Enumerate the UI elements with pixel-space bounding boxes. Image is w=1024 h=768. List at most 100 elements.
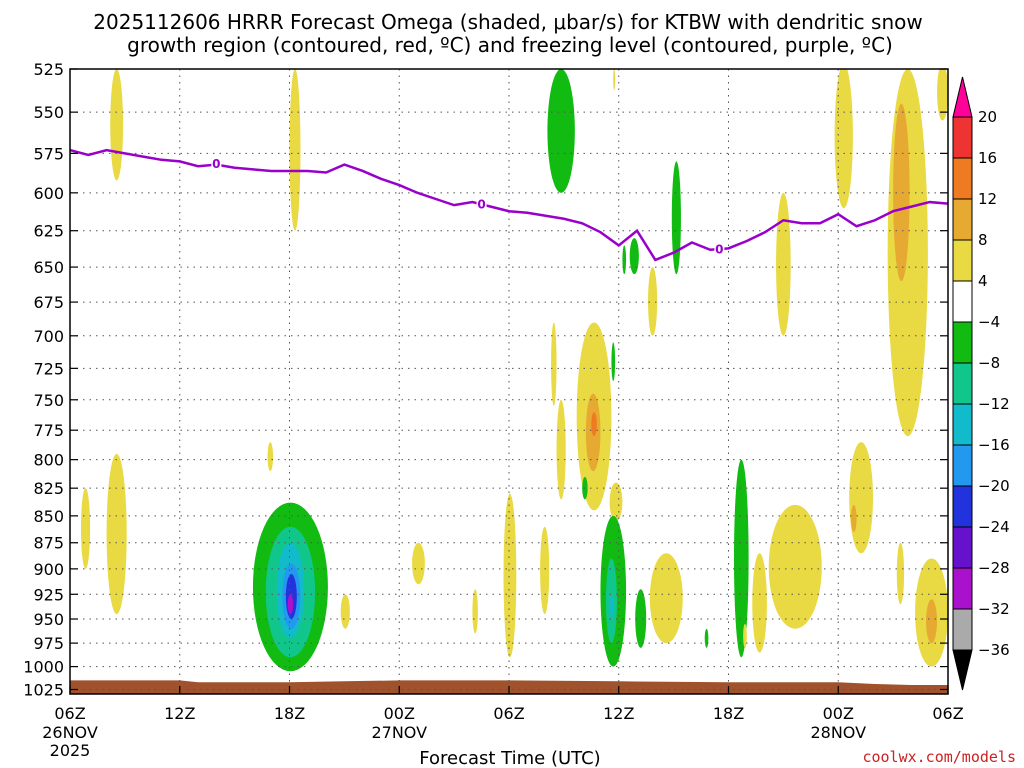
- y-tick-label: 550: [33, 103, 64, 122]
- freezing-level-label-bg: [714, 240, 725, 256]
- y-tick-label: 950: [33, 610, 64, 629]
- y-tick-label: 700: [33, 327, 64, 346]
- omega-region-14: [556, 399, 566, 500]
- x-axis-title: Forecast Time (UTC): [419, 748, 600, 768]
- colorbar-cap-bottom: [952, 649, 973, 691]
- colorbar-label: −32: [978, 600, 1010, 618]
- y-tick-label: 925: [33, 585, 64, 604]
- omega-region-31: [851, 504, 857, 533]
- y-tick-label: 600: [33, 184, 64, 203]
- colorbar-label: 4: [978, 272, 988, 290]
- y-tick-label: 575: [33, 144, 64, 163]
- x-tick-label: 12Z: [603, 704, 634, 723]
- omega-region-5: [893, 103, 910, 282]
- omega-region-1: [289, 69, 301, 231]
- y-tick-label: 725: [33, 359, 64, 378]
- omega-region-12: [622, 245, 627, 275]
- y-tick-label: 800: [33, 451, 64, 470]
- omega-region-8: [776, 192, 791, 336]
- omega-region-11: [671, 161, 681, 275]
- omega-region-44: [340, 594, 350, 629]
- omega-region-25: [635, 589, 647, 648]
- freezing-level-label-1: 0: [476, 195, 487, 212]
- x-tick-label: 06Z: [493, 704, 524, 723]
- colorbar-label: −36: [978, 641, 1010, 659]
- x-tick-date: 26NOV: [42, 723, 98, 742]
- omega-region-0: [110, 69, 124, 181]
- omega-region-3: [613, 69, 616, 90]
- omega-region-29: [768, 504, 822, 629]
- y-tick-label: 750: [33, 391, 64, 410]
- x-tick-date: 27NOV: [371, 723, 427, 742]
- omega-region-36: [106, 453, 127, 615]
- omega-region-17: [591, 412, 597, 437]
- x-tick-label: 06Z: [54, 704, 85, 723]
- colorbar-cap-top: [952, 76, 973, 118]
- omega-region-37: [267, 442, 274, 472]
- omega-region-43: [287, 594, 294, 615]
- omega-region-47: [503, 493, 517, 658]
- y-tick-label: 825: [33, 479, 64, 498]
- omega-region-24: [609, 594, 614, 620]
- y-tick-label: 625: [33, 222, 64, 241]
- omega-shading: [80, 69, 948, 672]
- y-tick-label: 650: [33, 258, 64, 277]
- omega-region-6: [834, 69, 853, 209]
- omega-region-27: [733, 459, 749, 658]
- y-tick-label: 975: [33, 634, 64, 653]
- colorbar-label: −8: [978, 354, 1000, 372]
- colorbar-label: −4: [978, 313, 1000, 331]
- y-tick-label: 525: [33, 60, 64, 79]
- colorbar-label: 8: [978, 231, 988, 249]
- colorbar-label: −24: [978, 518, 1010, 536]
- colorbar-segment: [952, 280, 973, 323]
- colorbar-label: 16: [978, 149, 997, 167]
- colorbar-segment: [952, 157, 973, 200]
- omega-region-28: [752, 553, 767, 653]
- freezing-level-contour: 0 0 0: [70, 148, 948, 262]
- omega-region-9: [629, 238, 639, 275]
- colorbar-segment: [952, 403, 973, 446]
- colorbar-segment: [952, 321, 973, 364]
- x-tick-label: 18Z: [713, 704, 744, 723]
- omega-region-2: [547, 69, 575, 193]
- colorbar-segment: [952, 526, 973, 569]
- colorbar-label: 12: [978, 190, 997, 208]
- colorbar-label: −12: [978, 395, 1010, 413]
- colorbar-segment: [952, 567, 973, 610]
- freezing-level-label-bg: [211, 154, 222, 170]
- colorbar-segment: [952, 362, 973, 405]
- omega-region-35: [80, 488, 91, 569]
- colorbar-segment: [952, 116, 973, 159]
- y-axis: 525 550 575 600 625 650 675 700 725 750 775 800 825 8…: [23, 60, 948, 699]
- colorbar-label: 20: [978, 108, 997, 126]
- chart-title-line1: 2025112606 HRRR Forecast Omega (shaded, …: [93, 10, 922, 34]
- y-tick-label: 850: [33, 507, 64, 526]
- colorbar-segment: [952, 239, 973, 282]
- x-tick-label: 18Z: [274, 704, 305, 723]
- colorbar-segment: [952, 444, 973, 487]
- x-tick-date: 28NOV: [810, 723, 866, 742]
- omega-region-4: [887, 69, 928, 437]
- chart-title-line2: growth region (contoured, red, ºC) and f…: [127, 33, 893, 57]
- freezing-level-label-2: 0: [714, 240, 725, 256]
- omega-region-49: [743, 623, 747, 648]
- y-tick-label: 875: [33, 534, 64, 553]
- x-tick-year: 2025: [50, 741, 91, 760]
- colorbar-segment: [952, 608, 973, 651]
- y-tick-label: 900: [33, 560, 64, 579]
- omega-region-48: [704, 628, 709, 648]
- omega-region-30: [849, 442, 874, 554]
- colorbar-label: −28: [978, 559, 1010, 577]
- omega-region-26: [649, 553, 683, 644]
- credit-text[interactable]: coolwx.com/models: [862, 748, 1016, 766]
- omega-region-32: [896, 542, 905, 605]
- omega-region-46: [472, 589, 478, 634]
- freezing-level-label-bg: [476, 195, 487, 211]
- colorbar-segment: [952, 198, 973, 241]
- omega-region-45: [412, 542, 425, 585]
- y-tick-label: 775: [33, 421, 64, 440]
- x-tick-label: 12Z: [164, 704, 195, 723]
- freezing-level-label-text: 0: [715, 242, 723, 256]
- x-tick-label: 06Z: [932, 704, 963, 723]
